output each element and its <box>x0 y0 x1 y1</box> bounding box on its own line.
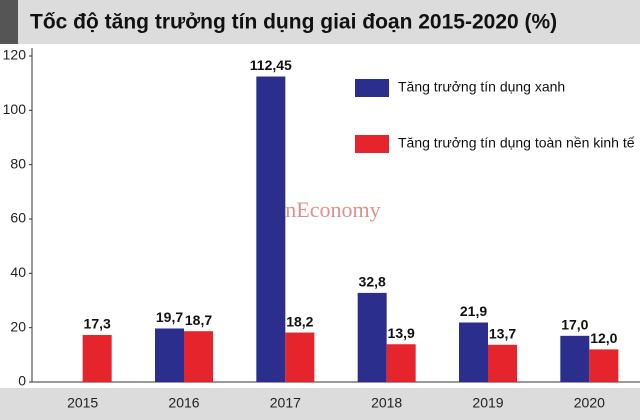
x-tick-label: 2016 <box>168 395 199 411</box>
value-label: 18,2 <box>286 313 313 329</box>
title-accent <box>0 0 18 44</box>
bar <box>459 322 488 382</box>
value-label: 13,7 <box>489 325 516 341</box>
value-label: 21,9 <box>460 303 487 319</box>
legend-swatch <box>355 79 389 97</box>
bar <box>589 349 619 382</box>
value-label: 32,8 <box>359 274 386 290</box>
value-label: 12,0 <box>590 330 617 346</box>
bar <box>285 332 315 382</box>
y-tick-label: 20 <box>10 318 26 334</box>
watermark: VnEconomy <box>269 197 380 222</box>
y-tick-label: 100 <box>3 101 27 117</box>
value-label: 17,0 <box>561 317 588 333</box>
bar <box>256 76 286 382</box>
y-tick-label: 120 <box>3 47 27 63</box>
y-tick-label: 40 <box>10 264 26 280</box>
bar <box>488 344 517 382</box>
x-axis-band <box>0 388 640 420</box>
value-label: 17,3 <box>84 316 111 332</box>
bar <box>560 335 590 382</box>
value-label: 112,45 <box>250 57 292 73</box>
x-tick-label: 2020 <box>574 395 605 411</box>
x-tick-label: 2018 <box>371 395 402 411</box>
bar <box>386 344 416 382</box>
bar <box>357 292 387 382</box>
bar <box>82 335 112 382</box>
x-tick-label: 2019 <box>472 395 503 411</box>
y-tick-label: 60 <box>10 210 26 226</box>
x-tick-label: 2017 <box>270 395 301 411</box>
value-label: 18,7 <box>185 312 212 328</box>
title-bar <box>0 0 640 44</box>
chart-title: Tốc độ tăng trưởng tín dụng giai đoạn 20… <box>30 11 557 34</box>
bar <box>155 328 184 382</box>
y-tick-label: 80 <box>10 155 26 171</box>
value-label: 19,7 <box>156 309 183 325</box>
x-tick-label: 2015 <box>67 395 98 411</box>
y-tick-label: 0 <box>18 373 26 389</box>
legend-label: Tăng trưởng tín dụng xanh <box>398 79 565 95</box>
legend-swatch <box>355 135 389 153</box>
legend-label: Tăng trưởng tín dụng toàn nền kinh tế <box>398 135 635 151</box>
bar <box>184 331 213 382</box>
value-label: 13,9 <box>388 325 415 341</box>
